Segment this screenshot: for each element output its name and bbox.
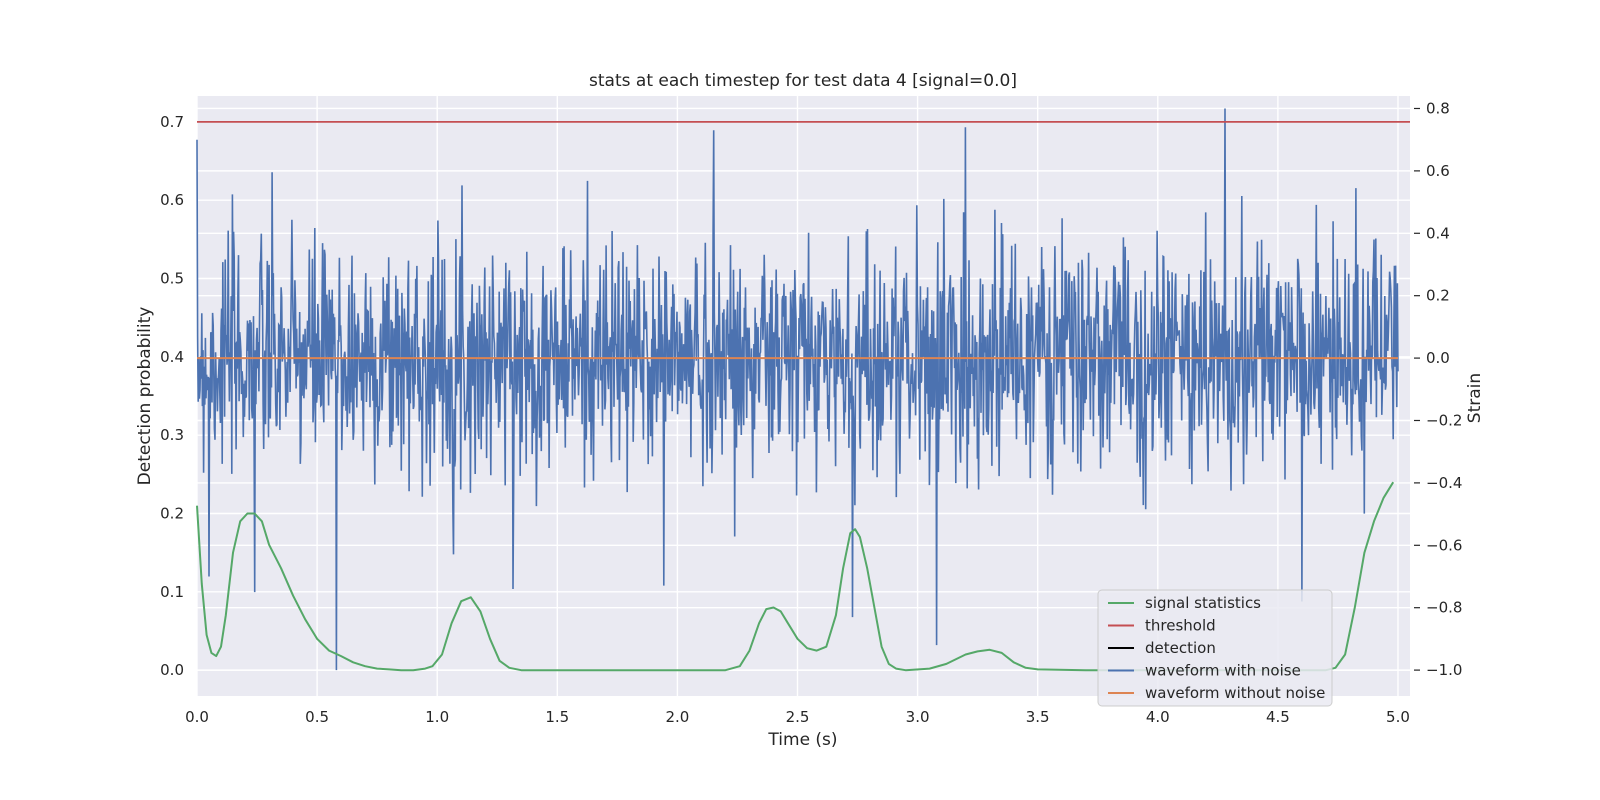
x-axis-label: Time (s) (767, 730, 837, 750)
legend-label: detection (1145, 639, 1216, 657)
x-tick-label: 2.5 (786, 708, 810, 726)
y-axis-label: Detection probability (135, 307, 155, 486)
chart-title: stats at each timestep for test data 4 [… (589, 71, 1017, 91)
y2-tick-label: −1.0 (1426, 661, 1462, 679)
y-tick-label: 0.5 (160, 270, 184, 288)
y2-tick-label: 0.8 (1426, 99, 1450, 117)
y-tick-label: 0.3 (160, 426, 184, 444)
series-signal-statistics (196, 481, 1395, 672)
x-tick-label: 4.5 (1266, 708, 1290, 726)
y2-tick-label: −0.2 (1426, 411, 1462, 429)
legend-label: signal statistics (1145, 594, 1261, 612)
x-tick-label: 2.0 (665, 708, 689, 726)
series-waveform-with-noise (196, 108, 1399, 671)
y-tick-labels: 0.0 0.1 0.2 0.3 0.4 0.5 0.6 0.7 (160, 113, 184, 679)
y-tick-label: 0.2 (160, 504, 184, 522)
y2-tick-label: 0.0 (1426, 349, 1450, 367)
legend-label: threshold (1145, 617, 1216, 635)
y-tick-label: 0.4 (160, 348, 184, 366)
x-tick-label: 1.0 (425, 708, 449, 726)
legend-label: waveform with noise (1145, 662, 1301, 680)
y2-tick-label: −0.6 (1426, 536, 1462, 554)
legend-label: waveform without noise (1145, 684, 1325, 702)
y-tick-label: 0.1 (160, 583, 184, 601)
legend: signal statistics threshold detection wavef… (1097, 589, 1333, 707)
x-tick-label: 4.0 (1146, 708, 1170, 726)
x-tick-label: 1.5 (545, 708, 569, 726)
y2-tick-label: −0.4 (1426, 474, 1462, 492)
y-tick-label: 0.0 (160, 661, 184, 679)
y2-tick-label: 0.2 (1426, 287, 1450, 305)
y2-tick-label: 0.4 (1426, 224, 1450, 242)
y2-axis-label: Strain (1465, 373, 1485, 423)
legend-box (1097, 589, 1333, 707)
x-tick-label: 5.0 (1386, 708, 1410, 726)
y-tick-label: 0.6 (160, 191, 184, 209)
y2-tick-label: 0.6 (1426, 162, 1450, 180)
y2-tick-labels: −1.0 −0.8 −0.6 −0.4 −0.2 0.0 0.2 0.4 0.6 0.8 (1414, 99, 1462, 679)
y-tick-label: 0.7 (160, 113, 184, 131)
x-tick-label: 3.0 (906, 708, 930, 726)
x-tick-label: 0.0 (185, 708, 209, 726)
x-tick-label: 0.5 (305, 708, 329, 726)
x-tick-label: 3.5 (1026, 708, 1050, 726)
x-tick-labels: 0.0 0.5 1.0 1.5 2.0 2.5 3.0 3.5 4.0 4.5 5.0 (185, 708, 1410, 726)
series-lines (196, 108, 1410, 672)
y2-tick-label: −0.8 (1426, 599, 1462, 617)
